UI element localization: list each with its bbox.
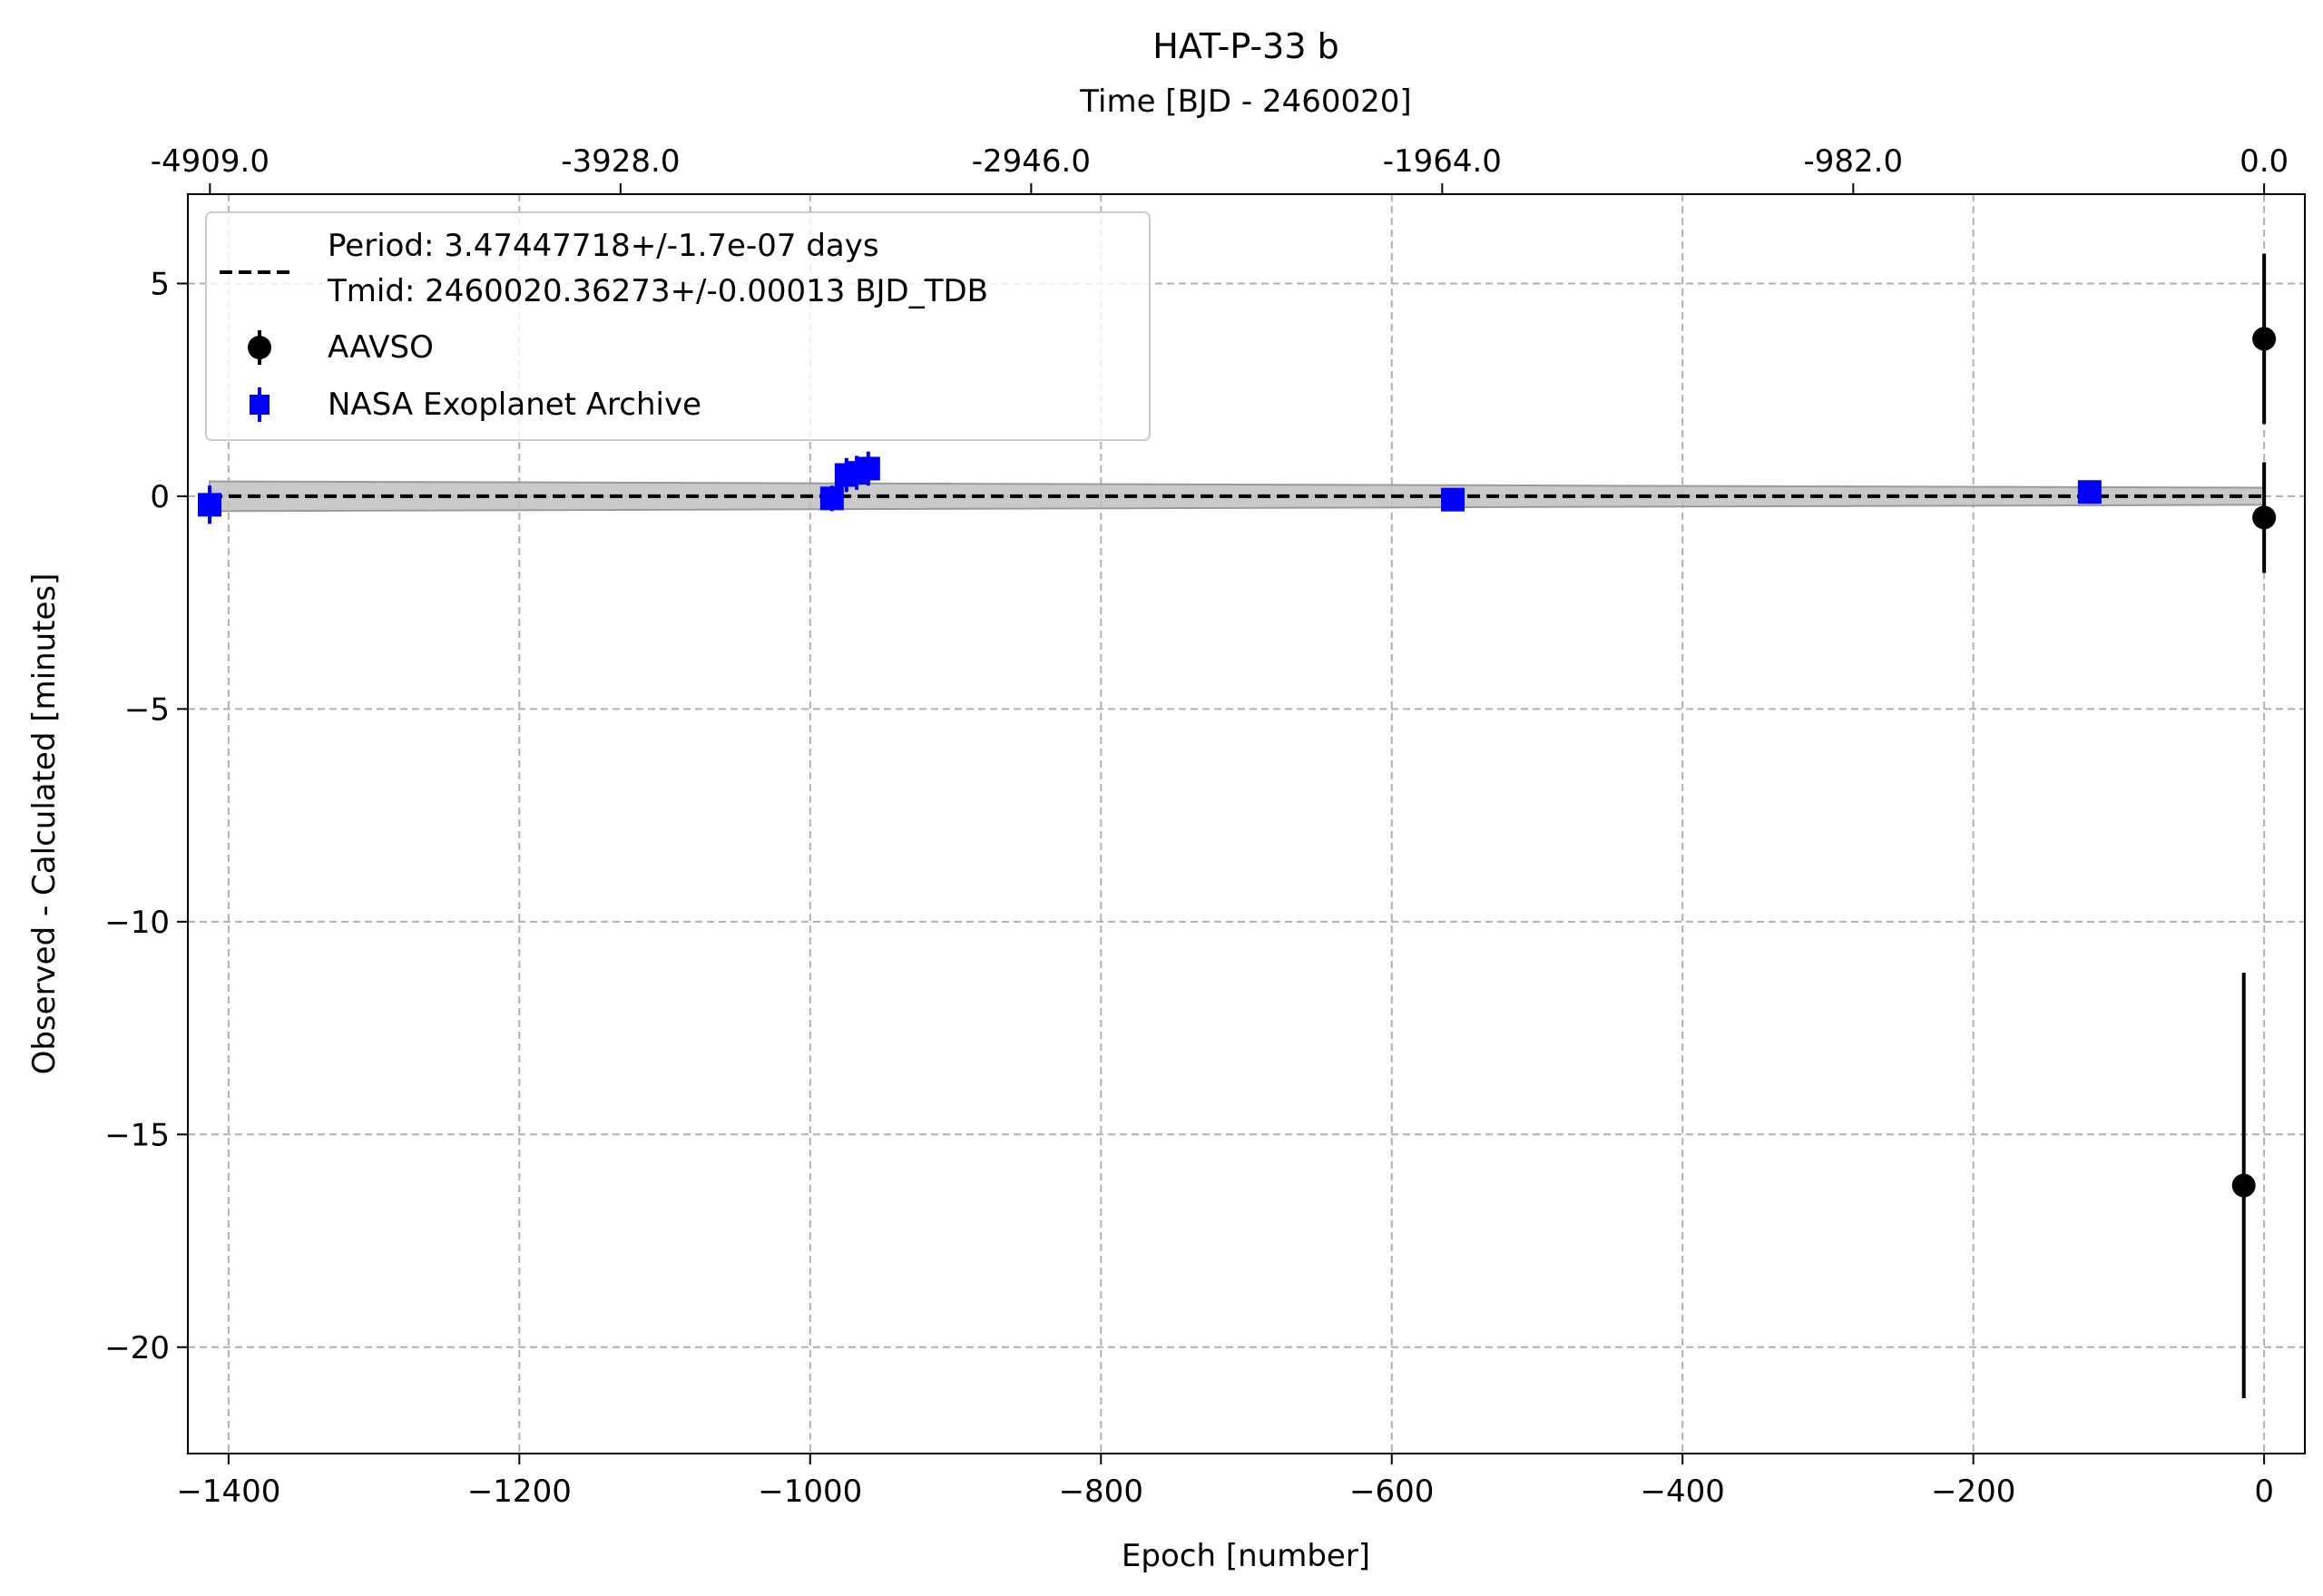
top-tick-label: -4909.0 (151, 143, 270, 180)
legend-aavso-label: AAVSO (328, 329, 434, 366)
x-axis-label: Epoch [number] (1122, 1538, 1370, 1574)
x-tick-label: −1000 (758, 1474, 862, 1510)
nasa-exoplanet-archive-point (819, 486, 844, 511)
x-tick-label: −400 (1641, 1474, 1725, 1510)
aavso-point (2252, 327, 2277, 351)
top-axis-label: Time [BJD - 2460020] (1079, 83, 1411, 120)
legend-box (205, 211, 1151, 441)
legend: Period: 3.47447718+/-1.7e-07 days Tmid: … (205, 211, 1151, 441)
nasa-exoplanet-archive-point (856, 456, 880, 481)
plot-frame (187, 193, 2306, 1454)
legend-nasa-marker (250, 395, 270, 415)
y-tick-label: −15 (104, 1117, 170, 1153)
axis-ticks: −1400 −1200 −1000 −800 −600 −400 −200 0 5 0 −5 −10 −… (104, 143, 2289, 1510)
legend-fit-period: Period: 3.47447718+/-1.7e-07 days (328, 228, 879, 264)
nasa-exoplanet-archive-point (2077, 480, 2102, 504)
top-tick-label: -3928.0 (561, 143, 680, 180)
chart-title: HAT-P-33 b (1152, 26, 1338, 66)
y-tick-label: −20 (104, 1330, 170, 1366)
y-tick-label: 5 (150, 266, 170, 302)
legend-fit-tmid: Tmid: 2460020.36273+/-0.00013 BJD_TDB (327, 273, 988, 309)
legend-nasa-label: NASA Exoplanet Archive (328, 387, 701, 423)
x-tick-label: −600 (1349, 1474, 1434, 1510)
top-tick-label: -2946.0 (972, 143, 1091, 180)
y-axis-label: Observed - Calculated [minutes] (26, 573, 63, 1075)
data-points (198, 253, 2277, 1399)
top-tick-label: -1964.0 (1383, 143, 1502, 180)
x-tick-label: −1200 (467, 1474, 572, 1510)
aavso-point (2231, 1173, 2256, 1198)
x-tick-label: −200 (1931, 1474, 2015, 1510)
y-tick-label: −10 (104, 905, 170, 941)
top-tick-label: -982.0 (1804, 143, 1904, 180)
nasa-exoplanet-archive-point (198, 493, 222, 517)
aavso-point (2252, 505, 2277, 530)
top-tick-label: 0.0 (2240, 143, 2289, 180)
x-tick-label: −800 (1059, 1474, 1143, 1510)
nasa-exoplanet-archive-point (1441, 487, 1465, 512)
y-tick-label: −5 (124, 691, 170, 728)
legend-aavso-marker (248, 336, 271, 359)
x-tick-label: −1400 (176, 1474, 280, 1510)
y-tick-label: 0 (150, 479, 170, 515)
x-tick-label: 0 (2254, 1474, 2274, 1510)
